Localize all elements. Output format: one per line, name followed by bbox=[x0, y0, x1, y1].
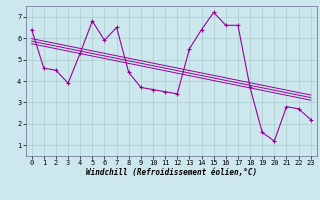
X-axis label: Windchill (Refroidissement éolien,°C): Windchill (Refroidissement éolien,°C) bbox=[86, 168, 257, 177]
